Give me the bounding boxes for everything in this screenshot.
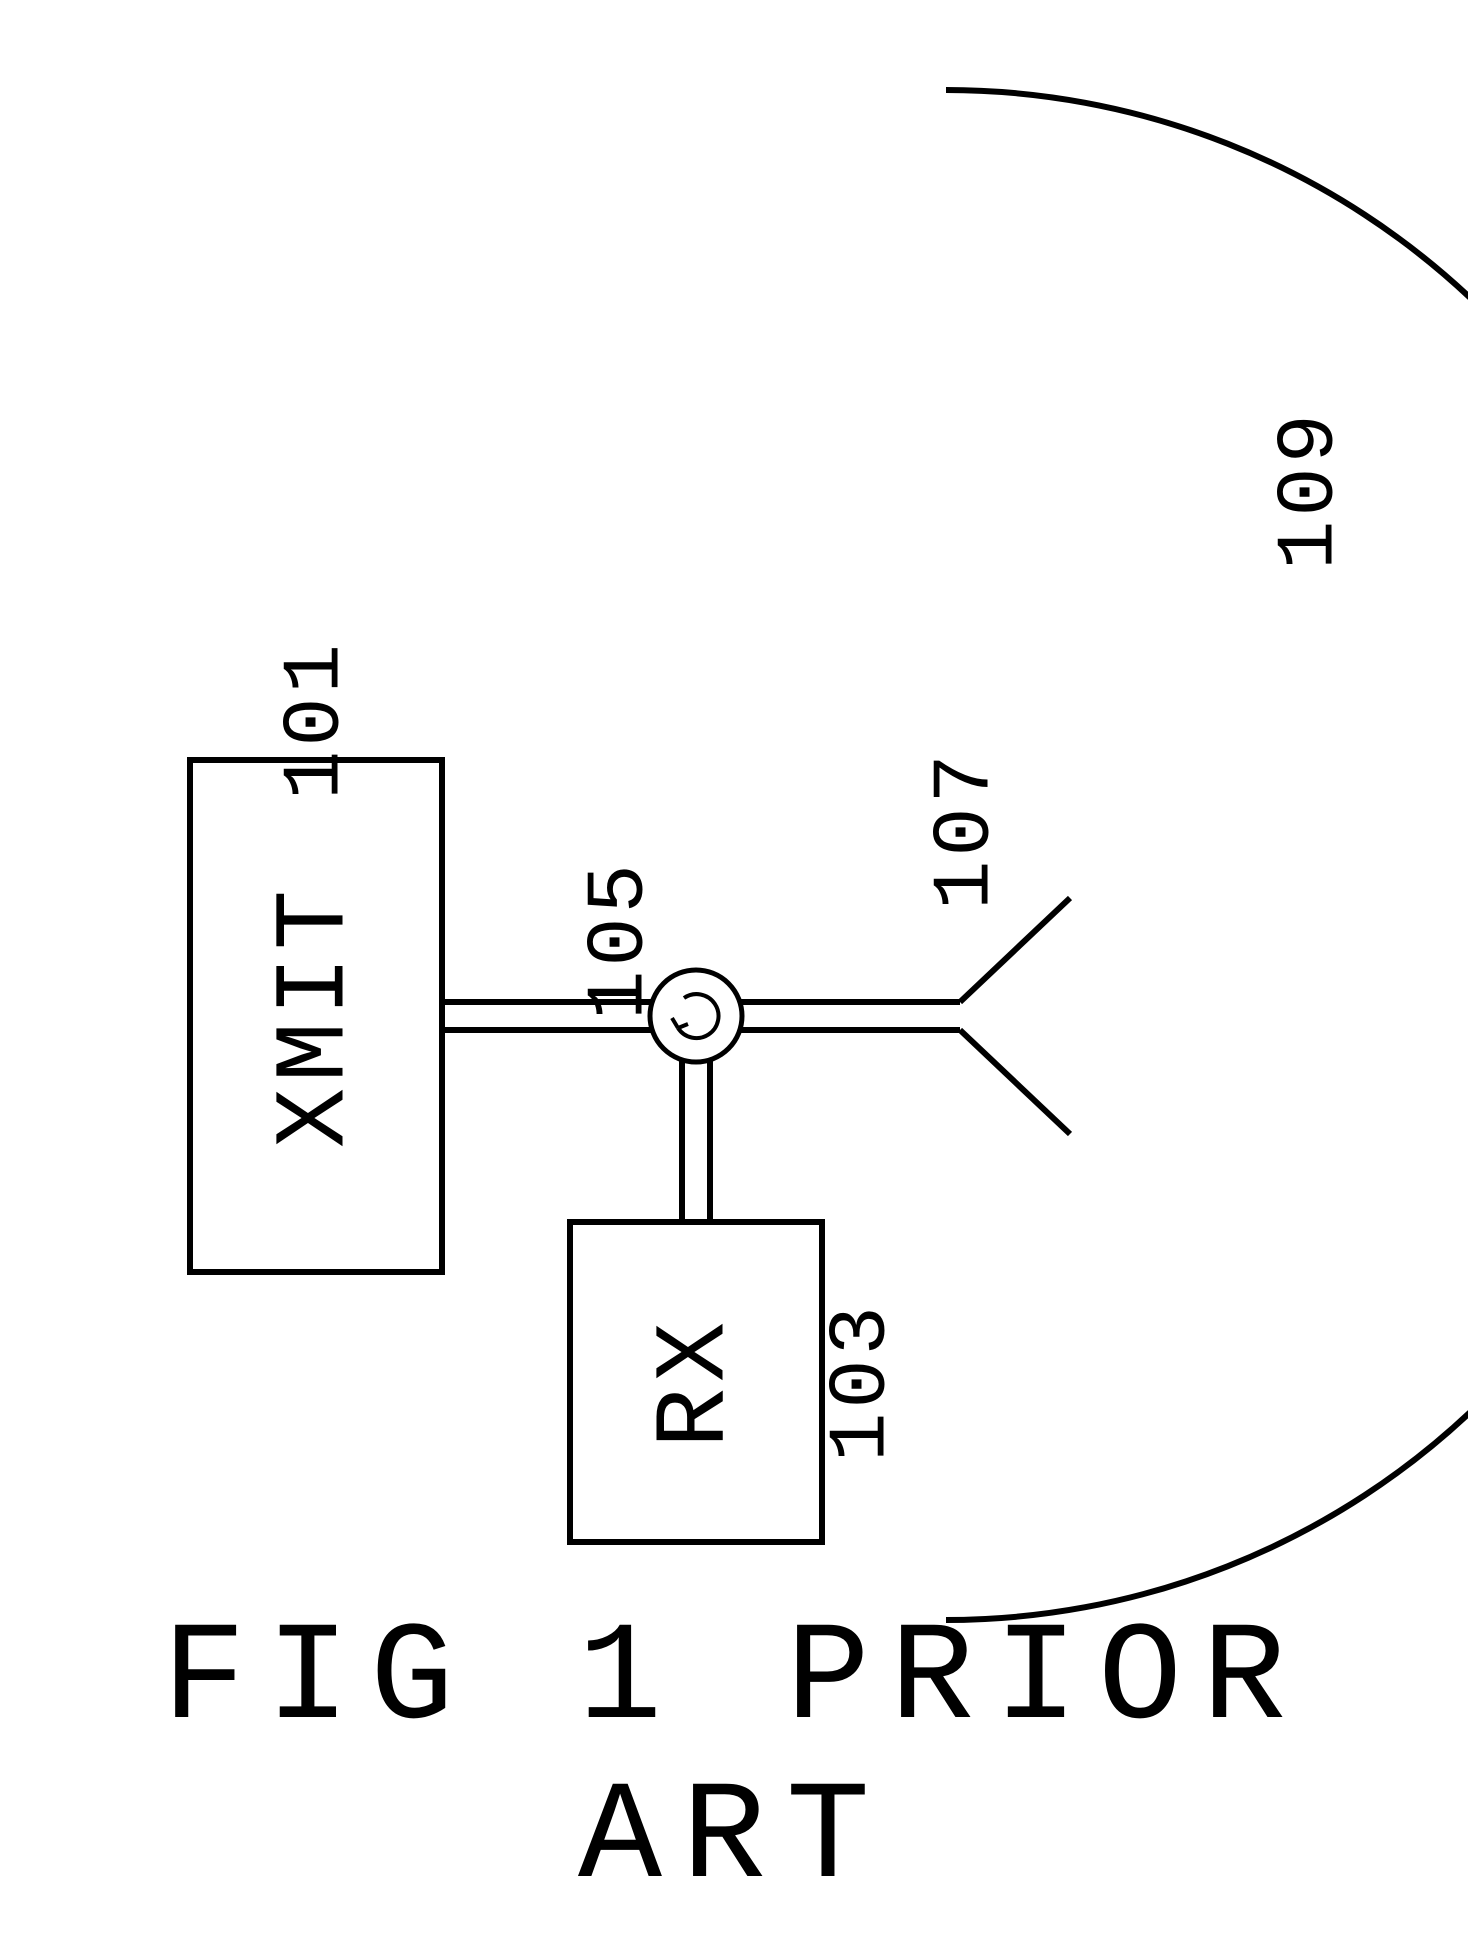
xmit-ref: 101: [270, 640, 363, 800]
antenna-bottom: [960, 1030, 1070, 1134]
antenna-top: [960, 898, 1070, 1002]
figure-caption: FIG 1 PRIOR ART: [0, 1601, 1468, 1919]
xmit-label: XMIT: [260, 884, 373, 1148]
rx-label: RX: [640, 1316, 753, 1448]
rx-ref: 103: [816, 1302, 909, 1462]
target-arc: [946, 90, 1468, 1620]
antenna-ref: 107: [920, 750, 1013, 910]
circulator-arrow: [678, 994, 719, 1038]
target-ref: 109: [1264, 410, 1357, 570]
circulator-arrowhead: [672, 1018, 688, 1028]
circulator-ref: 105: [574, 860, 667, 1020]
